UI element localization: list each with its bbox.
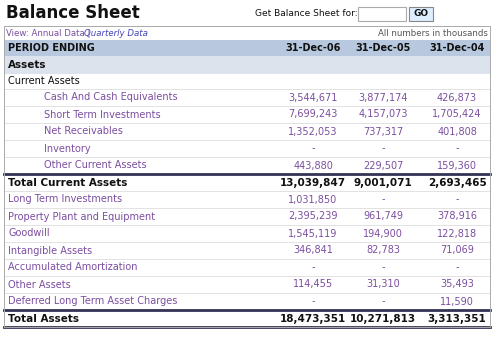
Text: 1,031,850: 1,031,850 bbox=[288, 195, 337, 205]
Text: 35,493: 35,493 bbox=[440, 279, 474, 289]
Bar bbox=[4, 40, 490, 56]
Text: View: Annual Data |: View: Annual Data | bbox=[6, 28, 93, 38]
Bar bbox=[4, 56, 490, 74]
Text: -: - bbox=[381, 144, 385, 154]
Bar bbox=[4, 74, 490, 89]
Text: 18,473,351: 18,473,351 bbox=[280, 314, 346, 324]
Text: 194,900: 194,900 bbox=[363, 228, 403, 238]
Text: -: - bbox=[455, 263, 459, 273]
Text: 31-Dec-06: 31-Dec-06 bbox=[286, 43, 341, 53]
Text: 82,783: 82,783 bbox=[366, 246, 400, 255]
Text: -: - bbox=[311, 144, 315, 154]
Text: -: - bbox=[311, 263, 315, 273]
Text: Other Assets: Other Assets bbox=[8, 279, 71, 289]
Text: Total Assets: Total Assets bbox=[8, 314, 79, 324]
Text: Get Balance Sheet for:: Get Balance Sheet for: bbox=[255, 9, 358, 17]
Text: 13,039,847: 13,039,847 bbox=[280, 177, 346, 187]
Text: 3,313,351: 3,313,351 bbox=[428, 314, 487, 324]
Bar bbox=[4, 276, 490, 293]
Text: 11,590: 11,590 bbox=[440, 297, 474, 306]
Text: 961,749: 961,749 bbox=[363, 211, 403, 222]
Text: -: - bbox=[455, 195, 459, 205]
Text: 426,873: 426,873 bbox=[437, 92, 477, 103]
Text: -: - bbox=[381, 297, 385, 306]
Text: 737,317: 737,317 bbox=[363, 127, 403, 136]
Bar bbox=[4, 106, 490, 123]
Text: 1,705,424: 1,705,424 bbox=[432, 109, 482, 119]
Text: 1,545,119: 1,545,119 bbox=[288, 228, 338, 238]
Text: 443,880: 443,880 bbox=[293, 160, 333, 171]
Text: 10,271,813: 10,271,813 bbox=[350, 314, 416, 324]
Text: Total Current Assets: Total Current Assets bbox=[8, 177, 127, 187]
Text: Cash And Cash Equivalents: Cash And Cash Equivalents bbox=[44, 92, 178, 103]
Bar bbox=[409, 7, 433, 21]
Text: 2,395,239: 2,395,239 bbox=[288, 211, 338, 222]
Bar bbox=[4, 259, 490, 276]
Text: 2,693,465: 2,693,465 bbox=[428, 177, 487, 187]
Bar bbox=[4, 26, 490, 40]
Bar bbox=[4, 191, 490, 208]
Text: Balance Sheet: Balance Sheet bbox=[6, 4, 140, 22]
Text: 31-Dec-05: 31-Dec-05 bbox=[355, 43, 411, 53]
Text: 3,544,671: 3,544,671 bbox=[288, 92, 338, 103]
Bar bbox=[4, 174, 490, 191]
Text: 378,916: 378,916 bbox=[437, 211, 477, 222]
Text: 31,310: 31,310 bbox=[366, 279, 400, 289]
Text: PERIOD ENDING: PERIOD ENDING bbox=[8, 43, 95, 53]
Text: -: - bbox=[455, 144, 459, 154]
Bar bbox=[4, 208, 490, 225]
Bar bbox=[358, 7, 406, 21]
Text: 31-Dec-04: 31-Dec-04 bbox=[429, 43, 485, 53]
Text: -: - bbox=[381, 263, 385, 273]
Text: 159,360: 159,360 bbox=[437, 160, 477, 171]
Text: Goodwill: Goodwill bbox=[8, 228, 49, 238]
Text: Long Term Investments: Long Term Investments bbox=[8, 195, 122, 205]
Text: 9,001,071: 9,001,071 bbox=[354, 177, 412, 187]
Text: Intangible Assets: Intangible Assets bbox=[8, 246, 92, 255]
Text: 71,069: 71,069 bbox=[440, 246, 474, 255]
Text: Short Term Investments: Short Term Investments bbox=[44, 109, 161, 119]
Bar bbox=[4, 157, 490, 174]
Text: Current Assets: Current Assets bbox=[8, 77, 80, 87]
Text: 401,808: 401,808 bbox=[437, 127, 477, 136]
Bar bbox=[4, 225, 490, 242]
Bar bbox=[4, 0, 490, 26]
Text: -: - bbox=[381, 195, 385, 205]
Bar bbox=[4, 89, 490, 106]
Text: Property Plant and Equipment: Property Plant and Equipment bbox=[8, 211, 155, 222]
Text: All numbers in thousands: All numbers in thousands bbox=[378, 28, 488, 38]
Text: GO: GO bbox=[413, 10, 429, 18]
Text: 7,699,243: 7,699,243 bbox=[288, 109, 338, 119]
Bar bbox=[4, 310, 490, 327]
Bar bbox=[358, 7, 406, 21]
Text: 346,841: 346,841 bbox=[293, 246, 333, 255]
Text: -: - bbox=[311, 297, 315, 306]
Text: 122,818: 122,818 bbox=[437, 228, 477, 238]
Text: Assets: Assets bbox=[8, 60, 46, 70]
Text: 3,877,174: 3,877,174 bbox=[358, 92, 408, 103]
Text: 229,507: 229,507 bbox=[363, 160, 403, 171]
Text: Accumulated Amortization: Accumulated Amortization bbox=[8, 263, 137, 273]
Text: Inventory: Inventory bbox=[44, 144, 90, 154]
Bar bbox=[4, 26, 490, 327]
Text: Deferred Long Term Asset Charges: Deferred Long Term Asset Charges bbox=[8, 297, 177, 306]
Bar bbox=[4, 123, 490, 140]
Bar bbox=[4, 242, 490, 259]
Text: 114,455: 114,455 bbox=[293, 279, 333, 289]
Bar bbox=[4, 293, 490, 310]
Text: Net Receivables: Net Receivables bbox=[44, 127, 123, 136]
Text: 1,352,053: 1,352,053 bbox=[288, 127, 338, 136]
Text: 4,157,073: 4,157,073 bbox=[358, 109, 408, 119]
Text: Other Current Assets: Other Current Assets bbox=[44, 160, 147, 171]
Text: Quarterly Data: Quarterly Data bbox=[84, 28, 148, 38]
Bar bbox=[4, 140, 490, 157]
